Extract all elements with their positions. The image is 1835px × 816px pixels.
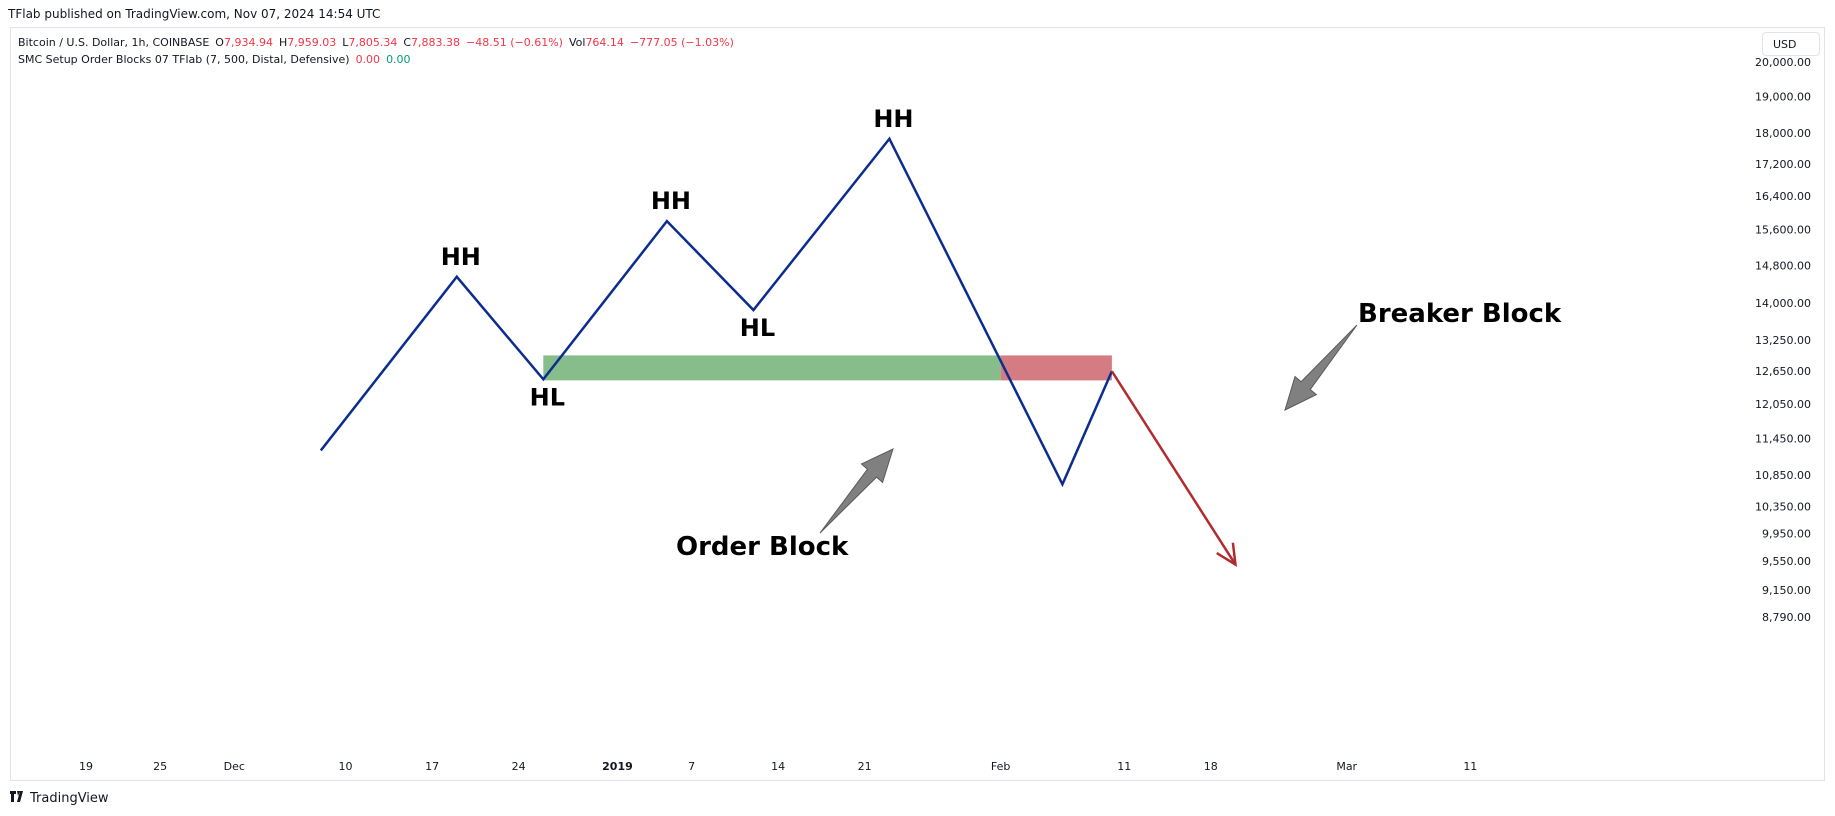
y-tick-label: 12,650.00 xyxy=(1755,365,1811,378)
low-label: L xyxy=(342,36,349,49)
x-tick-label: Dec xyxy=(224,760,245,773)
indicator-value-2: 0.00 xyxy=(386,53,411,66)
x-tick-label: 11 xyxy=(1117,760,1131,773)
swing-low-label: HL xyxy=(530,383,565,411)
volume-value: 764.14 xyxy=(585,36,624,49)
x-tick-label: Mar xyxy=(1336,760,1357,773)
x-tick-label: 19 xyxy=(79,760,93,773)
tradingview-logo[interactable]: TradingView xyxy=(10,791,109,806)
y-tick-label: 15,600.00 xyxy=(1755,224,1811,237)
close-value: 7,883.38 xyxy=(411,36,461,49)
projection-arrowhead xyxy=(1216,542,1238,567)
swing-low-label: HL xyxy=(740,314,775,342)
y-tick-label: 10,850.00 xyxy=(1755,469,1811,482)
volume-change: −777.05 (−1.03%) xyxy=(629,36,734,49)
y-tick-label: 10,350.00 xyxy=(1755,501,1811,514)
order-block-label: Order Block xyxy=(676,532,849,562)
x-tick-label: 14 xyxy=(771,760,785,773)
swing-high-label: HH xyxy=(441,243,481,271)
y-tick-label: 9,150.00 xyxy=(1762,584,1811,597)
y-tick-label: 8,790.00 xyxy=(1762,611,1811,624)
indicator-value-1: 0.00 xyxy=(355,53,381,66)
projection-line[interactable] xyxy=(1110,370,1237,566)
ohlc-legend-row[interactable]: Bitcoin / U.S. Dollar, 1h, COINBASE O7,9… xyxy=(18,34,734,51)
y-tick-label: 14,800.00 xyxy=(1755,259,1811,272)
y-tick-label: 20,000.00 xyxy=(1755,56,1811,69)
volume-label: Vol xyxy=(568,36,586,49)
x-tick-label: 10 xyxy=(339,760,353,773)
x-tick-label: 2019 xyxy=(602,760,633,773)
published-caption: TFlab published on TradingView.com, Nov … xyxy=(8,7,381,21)
tradingview-logo-icon xyxy=(10,791,26,806)
x-tick-label: 21 xyxy=(858,760,872,773)
y-tick-label: 12,050.00 xyxy=(1755,398,1811,411)
y-tick-label: 9,950.00 xyxy=(1762,527,1811,540)
high-label: H xyxy=(278,36,288,49)
y-tick-label: 18,000.00 xyxy=(1755,127,1811,140)
swing-high-label: HH xyxy=(651,187,691,215)
order-block-callout-arrow xyxy=(819,448,894,534)
breaker-block-callout-arrow xyxy=(1284,324,1358,411)
high-value: 7,959.03 xyxy=(287,36,337,49)
price-change: −48.51 (−0.61%) xyxy=(466,36,563,49)
y-tick-label: 14,000.00 xyxy=(1755,297,1811,310)
x-tick-label: 7 xyxy=(688,760,695,773)
y-tick-label: 11,450.00 xyxy=(1755,433,1811,446)
indicator-title[interactable]: SMC Setup Order Blocks 07 TFlab (7, 500,… xyxy=(18,53,350,66)
indicator-legend-row[interactable]: SMC Setup Order Blocks 07 TFlab (7, 500,… xyxy=(18,51,734,68)
price-line[interactable] xyxy=(319,136,1114,488)
x-tick-label: Feb xyxy=(991,760,1010,773)
y-tick-label: 9,550.00 xyxy=(1762,555,1811,568)
x-tick-label: 18 xyxy=(1204,760,1218,773)
low-value: 7,805.34 xyxy=(348,36,398,49)
open-value: 7,934.94 xyxy=(223,36,273,49)
x-tick-label: 24 xyxy=(512,760,526,773)
close-label: C xyxy=(403,36,412,49)
x-tick-label: 11 xyxy=(1463,760,1477,773)
chart-frame xyxy=(10,27,1825,781)
breaker-block-label: Breaker Block xyxy=(1358,299,1562,329)
y-tick-label: 17,200.00 xyxy=(1755,158,1811,171)
y-tick-label: 13,250.00 xyxy=(1755,334,1811,347)
open-label: O xyxy=(215,36,224,49)
y-tick-label: 16,400.00 xyxy=(1755,190,1811,203)
x-tick-label: 17 xyxy=(425,760,439,773)
order-block-zone[interactable] xyxy=(543,355,1001,381)
currency-button[interactable]: USD xyxy=(1762,32,1820,56)
symbol-title[interactable]: Bitcoin / U.S. Dollar, 1h, COINBASE xyxy=(18,36,210,49)
swing-high-label: HH xyxy=(873,105,913,133)
tradingview-brand: TradingView xyxy=(30,791,109,806)
breaker-block-zone[interactable] xyxy=(1000,355,1112,381)
chart-legend: Bitcoin / U.S. Dollar, 1h, COINBASE O7,9… xyxy=(18,34,734,68)
x-tick-label: 25 xyxy=(153,760,167,773)
y-tick-label: 19,000.00 xyxy=(1755,91,1811,104)
